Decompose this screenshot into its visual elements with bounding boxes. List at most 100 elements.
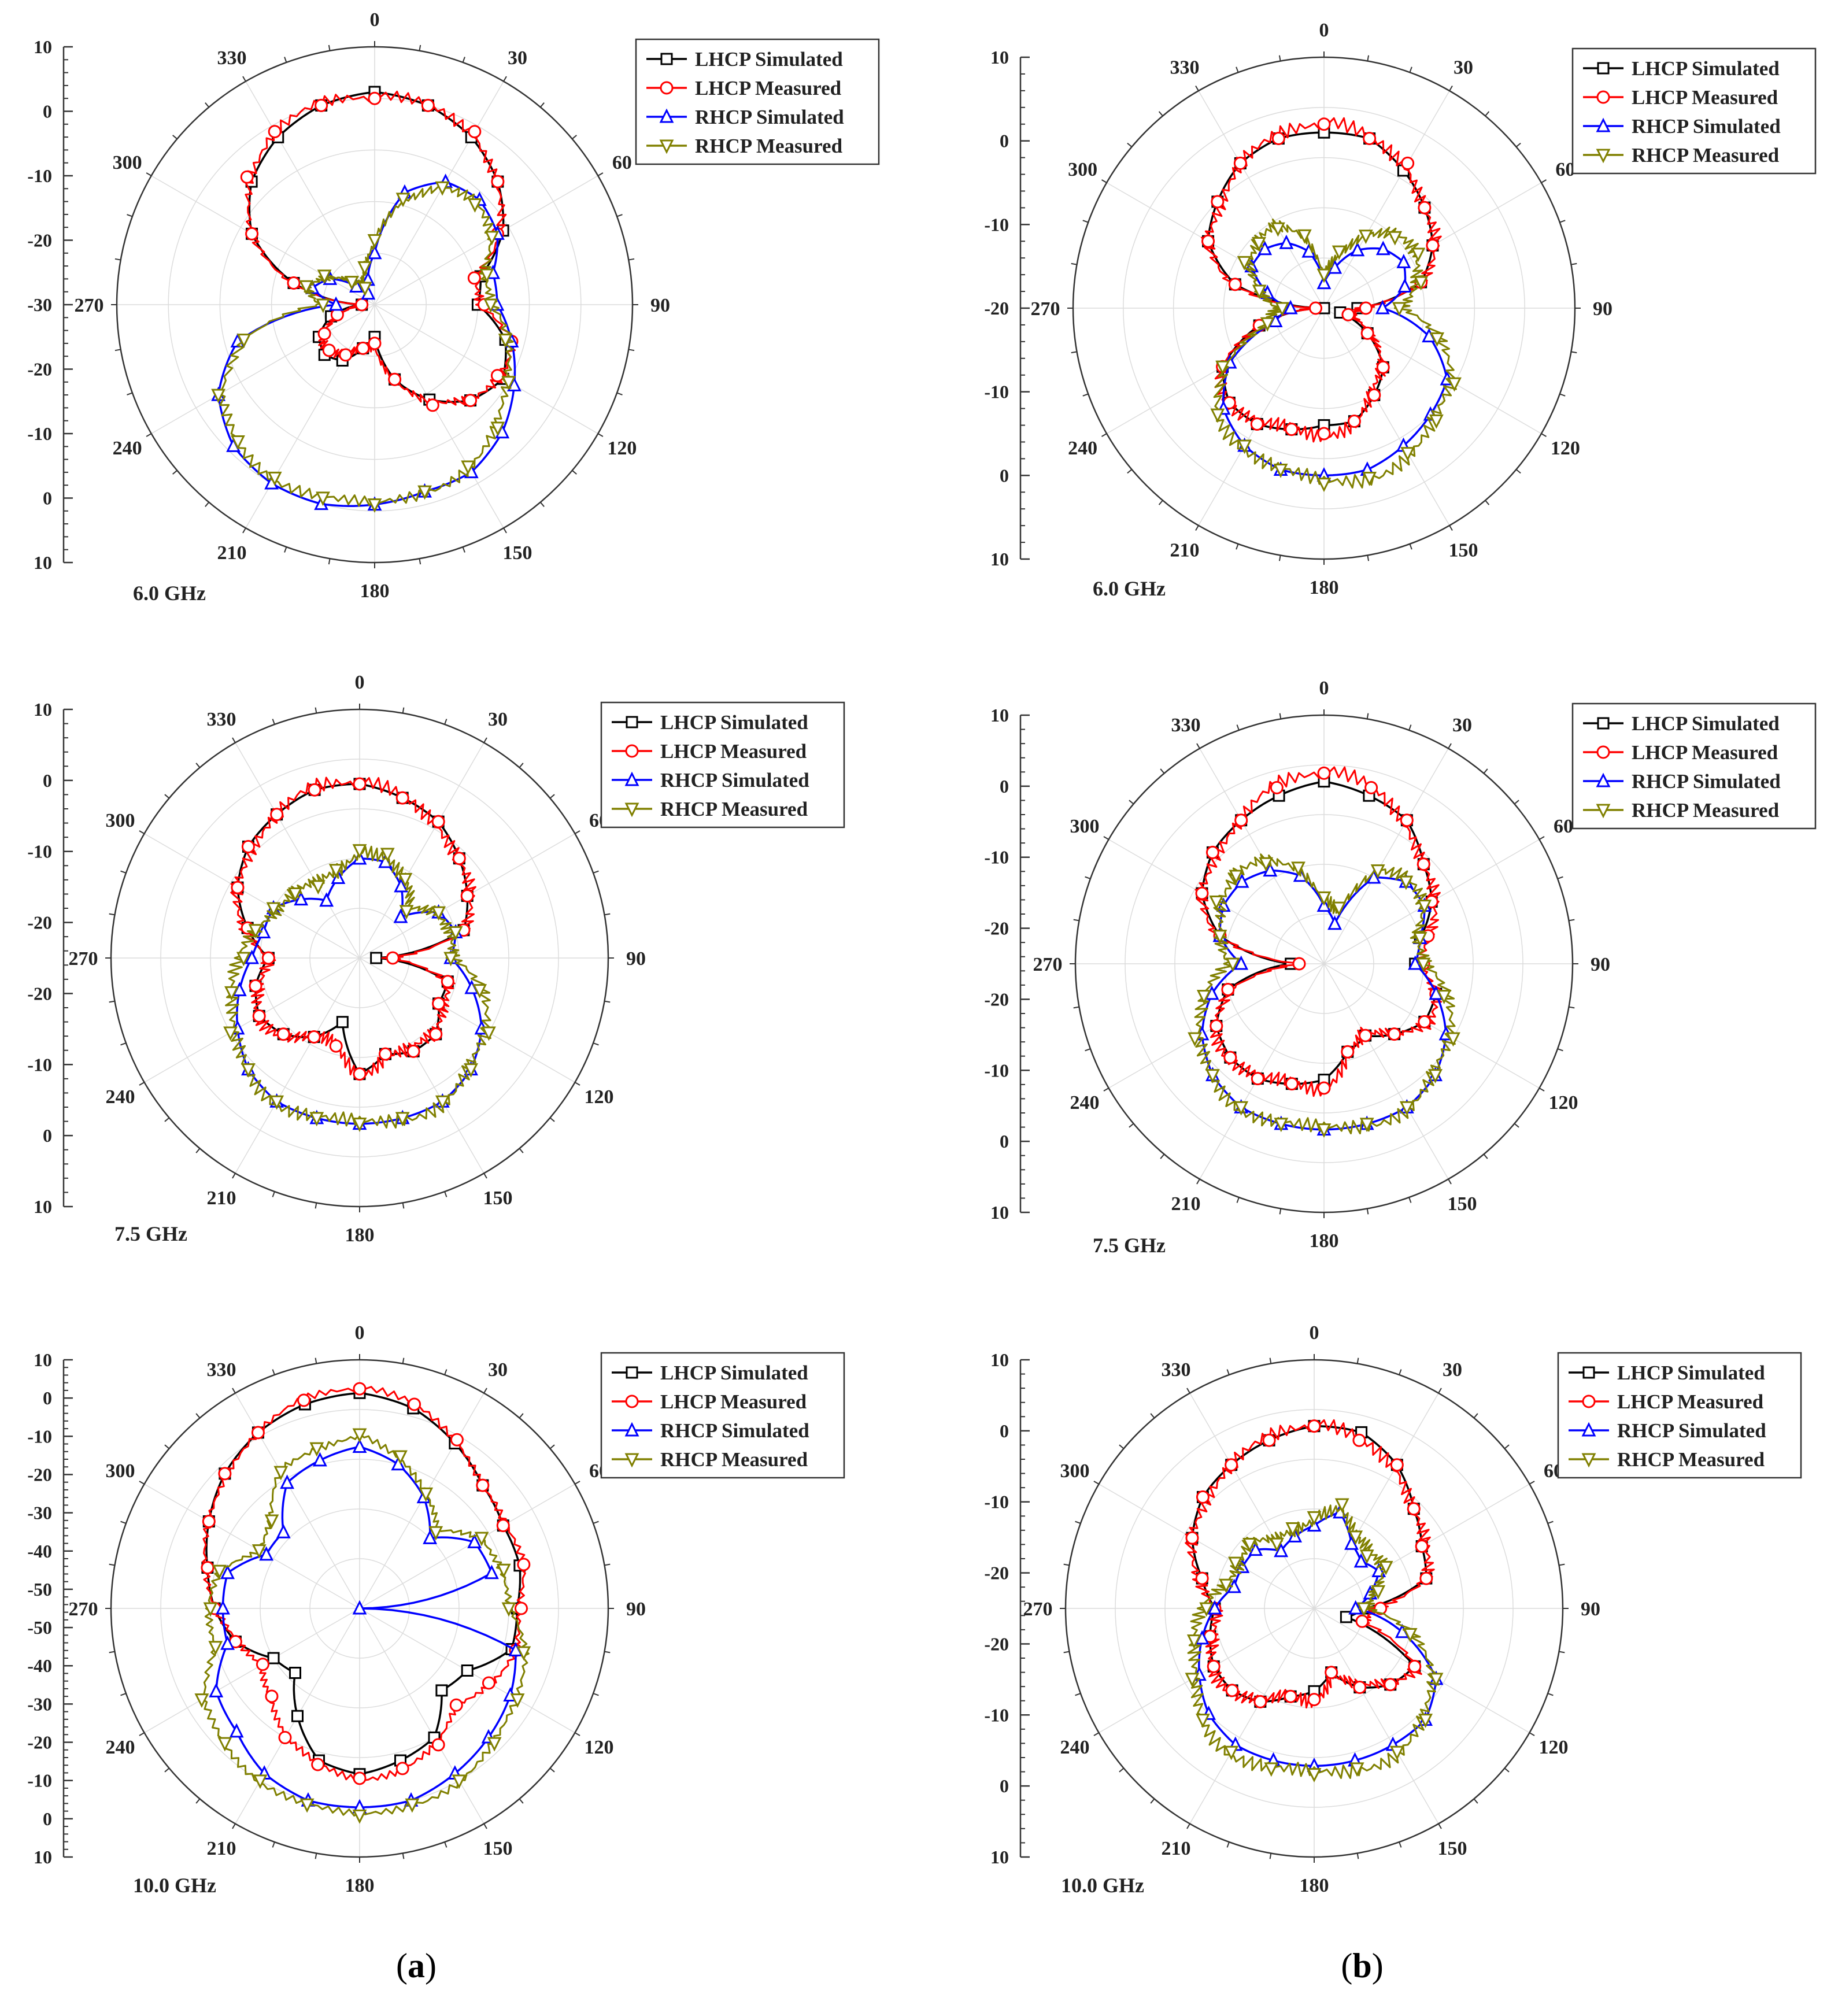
angle-tick xyxy=(1127,469,1133,474)
angle-tick xyxy=(1101,179,1107,183)
angle-tick xyxy=(1529,1481,1535,1485)
angle-tick xyxy=(284,546,287,553)
data-point xyxy=(1271,132,1285,146)
angle-label-30: 30 xyxy=(1454,57,1473,79)
grid-spoke xyxy=(374,304,504,528)
series-line-lhcp-simulated xyxy=(1207,131,1434,431)
angle-tick xyxy=(549,794,555,799)
grid-spoke xyxy=(1106,182,1325,309)
data-point xyxy=(1392,302,1407,317)
data-point xyxy=(467,271,481,285)
angle-tick xyxy=(109,1563,115,1566)
angle-tick xyxy=(1196,1178,1200,1185)
legend-entry-label: RHCP Simulated xyxy=(695,106,844,128)
angle-tick xyxy=(1082,393,1089,397)
angle-tick xyxy=(232,1823,236,1829)
data-point xyxy=(431,906,446,921)
angle-tick xyxy=(172,135,177,140)
angle-tick xyxy=(597,172,604,176)
angle-tick xyxy=(1504,1767,1510,1773)
data-point xyxy=(398,872,413,887)
radial-tick-label: 10 xyxy=(34,1349,52,1370)
angle-label-210: 210 xyxy=(207,1188,236,1209)
data-point xyxy=(1327,915,1342,930)
data-point xyxy=(203,1602,218,1617)
angle-label-270: 270 xyxy=(1031,298,1060,320)
data-point xyxy=(216,1600,230,1615)
data-point xyxy=(429,1027,443,1041)
data-point xyxy=(419,1487,434,1502)
legend-entry-label: RHCP Measured xyxy=(660,798,808,820)
angle-tick xyxy=(1186,1823,1190,1829)
angle-tick xyxy=(1557,1048,1563,1052)
data-point xyxy=(1219,1578,1234,1593)
data-point xyxy=(1207,1600,1222,1615)
legend: LHCP Simulated LHCP Measured RHCP Simulate… xyxy=(1557,1352,1802,1479)
angle-tick xyxy=(1408,1197,1412,1203)
legend-entry-label: RHCP Simulated xyxy=(1617,1419,1766,1442)
radial-tick-label: 10 xyxy=(990,549,1009,569)
data-point xyxy=(241,839,255,853)
angle-tick xyxy=(549,1117,555,1122)
grid-spoke xyxy=(144,1484,360,1609)
angle-tick xyxy=(572,135,577,140)
data-point xyxy=(276,1523,291,1538)
data-point xyxy=(1353,1681,1367,1695)
angle-tick xyxy=(419,558,421,565)
data-point xyxy=(1211,195,1225,209)
angle-tick xyxy=(272,1191,275,1197)
data-point xyxy=(1248,1541,1263,1556)
legend-entry-label: RHCP Simulated xyxy=(660,1419,809,1442)
angle-label-0: 0 xyxy=(1319,678,1329,699)
angle-tick xyxy=(483,1388,487,1394)
data-point xyxy=(1252,284,1267,299)
grid-spoke xyxy=(1323,308,1542,434)
angle-label-210: 210 xyxy=(217,542,247,564)
radial-tick-label: 0 xyxy=(1000,1775,1009,1796)
data-point xyxy=(1234,873,1249,888)
legend-marker xyxy=(660,81,674,95)
angle-label-120: 120 xyxy=(607,438,637,459)
radial-tick-label: -20 xyxy=(27,983,52,1004)
frequency-label: 10.0 GHz xyxy=(1061,1874,1144,1897)
data-point xyxy=(1362,471,1377,486)
data-point xyxy=(1414,276,1429,291)
radial-tick-label: -10 xyxy=(27,1770,52,1791)
data-point xyxy=(287,276,301,290)
data-point xyxy=(1418,1714,1433,1728)
data-point xyxy=(299,280,313,295)
legend-marker xyxy=(1596,772,1611,787)
data-point xyxy=(1355,1614,1369,1628)
data-point xyxy=(353,1382,367,1396)
legend-entry-label: LHCP Measured xyxy=(660,1390,807,1413)
angle-tick xyxy=(1367,55,1370,61)
angle-tick xyxy=(1408,724,1412,731)
radial-tick-label: -30 xyxy=(27,1693,52,1714)
angle-label-300: 300 xyxy=(106,810,135,831)
angle-tick xyxy=(1515,142,1521,147)
angle-label-210: 210 xyxy=(207,1838,236,1859)
data-point xyxy=(1292,957,1306,971)
angle-tick xyxy=(120,1693,127,1696)
data-point xyxy=(353,777,367,791)
angle-tick xyxy=(1399,1841,1402,1848)
data-point xyxy=(1359,1549,1374,1564)
angle-tick xyxy=(1559,1651,1565,1654)
data-point xyxy=(1446,1032,1460,1047)
angle-tick xyxy=(272,1841,275,1848)
angle-tick xyxy=(232,1172,236,1179)
angle-label-120: 120 xyxy=(584,1086,613,1108)
data-point xyxy=(1347,415,1361,428)
data-point xyxy=(510,1693,525,1708)
angle-tick xyxy=(1195,85,1199,91)
angle-tick xyxy=(195,1148,201,1153)
angle-tick xyxy=(232,1388,236,1394)
angle-tick xyxy=(242,527,246,534)
data-point xyxy=(399,905,414,920)
radial-tick-label: 10 xyxy=(990,1202,1009,1223)
panel-caption-b: (b) xyxy=(1341,1947,1383,1985)
data-point xyxy=(1271,222,1285,237)
angle-tick xyxy=(1485,500,1490,505)
legend-marker xyxy=(625,1394,639,1408)
angle-tick xyxy=(328,45,331,51)
